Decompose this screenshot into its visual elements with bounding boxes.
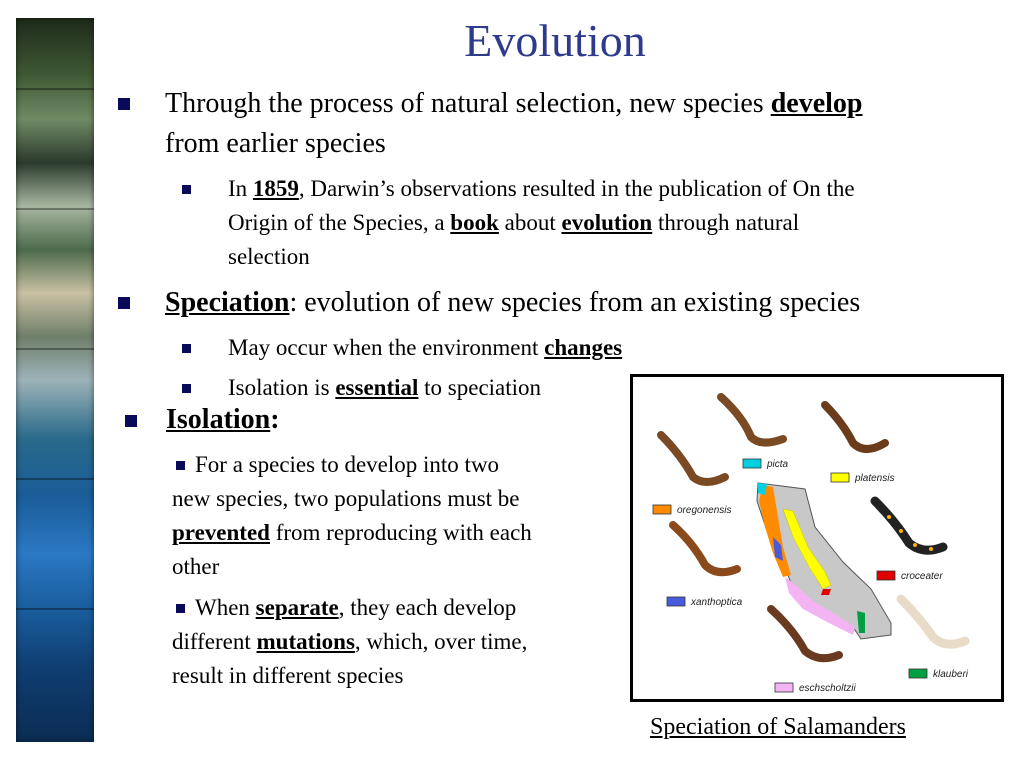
sub-bullet-isolation-essential: Isolation is essential to speciation: [228, 375, 542, 400]
bullet-isolation: Isolation:: [166, 404, 280, 435]
range-klauberi: [857, 611, 865, 633]
range-croceater: [821, 589, 831, 595]
decorative-evolution-strip: [16, 18, 94, 742]
range-platensis: [782, 508, 832, 590]
bullet-icon: [125, 415, 137, 431]
legend-label-oregonensis: oregonensis: [677, 505, 731, 516]
range-xanthoptica: [773, 537, 783, 561]
bullet-icon: [182, 183, 191, 198]
legend-swatch-platensis: [830, 472, 850, 483]
legend-swatch-picta: [742, 458, 762, 469]
legend-swatch-croceater: [876, 570, 896, 581]
bullet-icon: [182, 342, 191, 357]
isolation-point-mutations: When separate, they each develop differe…: [172, 595, 528, 688]
legend-label-klauberi: klauberi: [933, 669, 969, 680]
range-oregonensis: [759, 485, 791, 577]
isolation-point-prevented: For a species to develop into two new sp…: [172, 452, 532, 579]
species-legend: picta platensis oregonensis croceater xantho…: [652, 458, 969, 694]
salamander-speciation-figure: picta platensis oregonensis croceater xantho…: [630, 374, 1004, 702]
legend-swatch-eschscholtzii: [774, 682, 794, 693]
sub-bullet-darwin: In 1859, Darwin’s observations resulted …: [228, 176, 855, 269]
bullet-icon: [176, 461, 185, 470]
figure-caption: Speciation of Salamanders: [650, 714, 906, 740]
legend-label-croceater: croceater: [901, 571, 943, 582]
legend-swatch-oregonensis: [652, 504, 672, 515]
legend-label-picta: picta: [766, 459, 789, 470]
bullet-icon: [182, 382, 191, 397]
bullet-icon: [176, 604, 185, 613]
salamander-map-svg: picta platensis oregonensis croceater xantho…: [652, 393, 970, 694]
bullet-icon: [118, 98, 130, 114]
bullet-speciation: Speciation: evolution of new species fro…: [165, 287, 861, 318]
legend-label-xanthoptica: xanthoptica: [690, 597, 743, 608]
legend-label-platensis: platensis: [854, 473, 894, 484]
sub-bullet-environment: May occur when the environment changes: [228, 335, 623, 360]
legend-swatch-xanthoptica: [666, 596, 686, 607]
croceater-spots: [887, 515, 933, 551]
salamander-icon: [657, 393, 970, 663]
legend-swatch-klauberi: [908, 668, 928, 679]
slide-title: Evolution: [464, 15, 646, 66]
bullet-natural-selection: Through the process of natural selection…: [165, 88, 863, 159]
range-picta: [758, 483, 767, 495]
bullet-icon: [118, 297, 130, 313]
range-eschscholtzii: [785, 577, 855, 635]
legend-label-eschscholtzii: eschscholtzii: [799, 683, 856, 694]
